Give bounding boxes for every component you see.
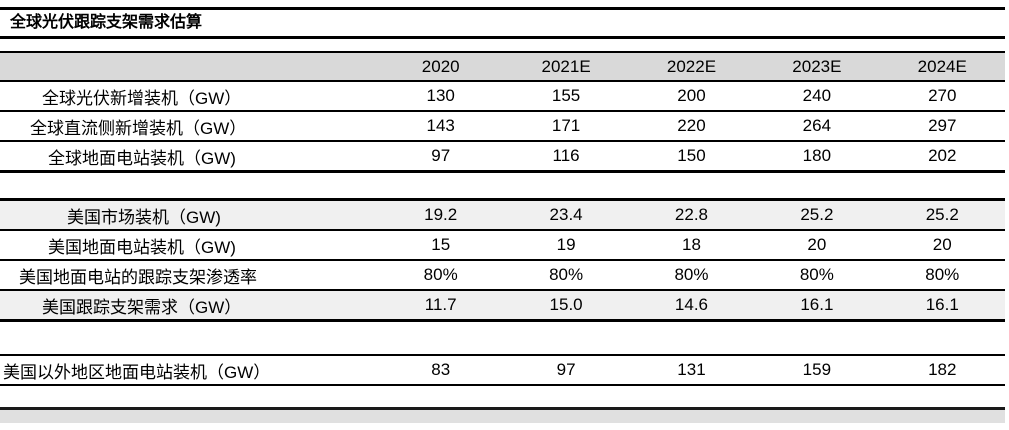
column-header: 2021E (541, 56, 591, 76)
cell-value: 80% (423, 265, 458, 284)
cell-value: 18 (682, 235, 701, 254)
cell-value: 182 (928, 360, 957, 379)
cell-value: 171 (551, 116, 581, 135)
cell-value: 240 (802, 86, 832, 105)
cell-value: 130 (426, 86, 455, 105)
cell-value: 143 (426, 116, 455, 135)
table-row-us-tracker-penetration: 美国地面电站的跟踪支架渗透率 80% 80% 80% 80% 80% (0, 261, 1005, 291)
row-label: 美国以外地区地面电站装机（GW） (3, 362, 271, 382)
cell-value: 264 (802, 116, 832, 135)
cell-value: 80% (549, 265, 584, 284)
column-header: 2020 (421, 56, 460, 76)
cell-value: 180 (802, 146, 832, 165)
cell-value: 80% (799, 265, 834, 284)
cell-value: 16.1 (925, 295, 959, 314)
cell-value: 80% (674, 265, 709, 284)
cell-value: 20 (807, 235, 827, 254)
cell-value: 22.8 (674, 205, 709, 224)
row-label: 美国市场装机（GW) (67, 207, 221, 227)
cell-value: 220 (677, 116, 706, 135)
table-row-ex-us-ground-station-installs: 美国以外地区地面电站装机（GW） 83 97 131 159 182 (0, 356, 1005, 386)
title-gap (0, 39, 1009, 51)
cell-value: 19.2 (424, 205, 458, 224)
row-label: 全球光伏新增装机（GW） (42, 88, 242, 108)
report-table: 全球光伏跟踪支架需求估算 2020 2021E 2022E 2023E 2024… (0, 7, 1009, 430)
cell-value: 200 (677, 86, 706, 105)
bottom-divider (0, 407, 1005, 410)
cell-value: 15.0 (549, 295, 583, 314)
cell-value: 202 (928, 146, 957, 165)
bottom-strip (0, 410, 1005, 423)
cell-value: 14.6 (674, 295, 709, 314)
cell-value: 97 (556, 360, 576, 379)
table-row-global-pv-new-installs: 全球光伏新增装机（GW） 130 155 200 240 270 (0, 82, 1005, 112)
cell-value: 23.4 (549, 205, 583, 224)
cell-value: 20 (932, 235, 952, 254)
cell-value: 80% (925, 265, 960, 284)
row-label: 美国跟踪支架需求（GW） (42, 297, 242, 317)
spacer-row (0, 173, 1005, 201)
row-label: 美国地面电站装机（GW) (48, 237, 236, 257)
table-row-global-dc-side-installs: 全球直流侧新增装机（GW） 143 171 220 264 297 (0, 112, 1005, 142)
table-row-us-tracker-demand: 美国跟踪支架需求（GW） 11.7 15.0 14.6 16.1 16.1 (0, 291, 1005, 322)
bottom-gap (0, 386, 1009, 407)
cell-value: 15 (431, 235, 451, 254)
cell-value: 83 (431, 360, 451, 379)
table-header-row: 2020 2021E 2022E 2023E 2024E (0, 51, 1005, 82)
column-header: 2022E (666, 56, 717, 76)
column-header: 2024E (917, 56, 967, 76)
cell-value: 297 (928, 116, 957, 135)
cell-value: 25.2 (925, 205, 959, 224)
spacer-row (0, 322, 1005, 356)
cell-value: 159 (802, 360, 832, 379)
cell-value: 16.1 (800, 295, 834, 314)
row-label: 全球地面电站装机（GW) (48, 148, 236, 168)
table-row-us-ground-station-installs: 美国地面电站装机（GW) 15 19 18 20 20 (0, 231, 1005, 261)
cell-value: 19 (556, 235, 576, 254)
table-row-us-market-installs: 美国市场装机（GW) 19.2 23.4 22.8 25.2 25.2 (0, 201, 1005, 231)
cell-value: 116 (552, 146, 580, 165)
cell-value: 155 (551, 86, 581, 105)
column-header: 2023E (792, 56, 842, 76)
cell-value: 131 (677, 360, 706, 379)
cell-value: 270 (928, 86, 957, 105)
table-title: 全球光伏跟踪支架需求估算 (0, 7, 1005, 39)
row-label: 美国地面电站的跟踪支架渗透率 (19, 267, 257, 287)
table-row-global-ground-station-installs: 全球地面电站装机（GW) 97 116 150 180 202 (0, 142, 1005, 173)
cell-value: 150 (677, 146, 706, 165)
row-label: 全球直流侧新增装机（GW） (30, 118, 247, 138)
cell-value: 97 (431, 146, 451, 165)
cell-value: 25.2 (800, 205, 834, 224)
data-table: 2020 2021E 2022E 2023E 2024E 全球光伏新增装机（GW… (0, 51, 1005, 386)
cell-value: 11.7 (424, 295, 457, 314)
